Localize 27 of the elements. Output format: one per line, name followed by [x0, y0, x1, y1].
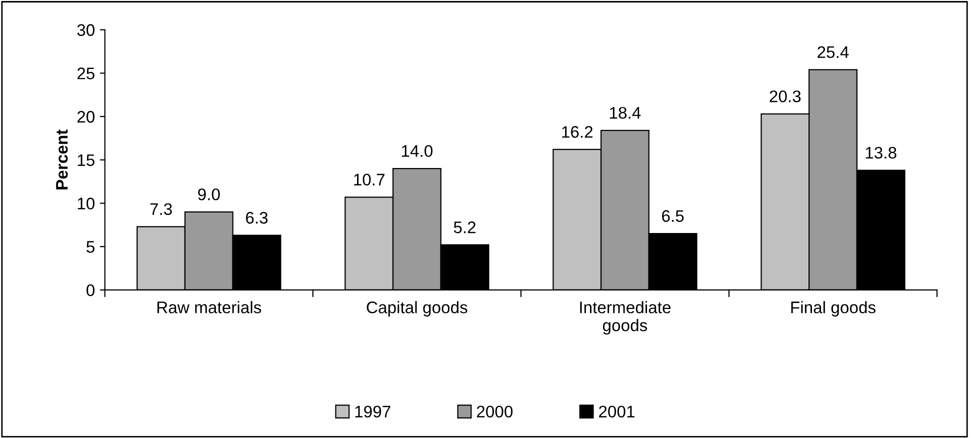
y-tick-label: 15: [78, 154, 94, 166]
y-tick-label: 30: [77, 24, 94, 36]
data-label: 18.4: [610, 106, 641, 119]
data-label: 6.5: [662, 210, 684, 222]
legend-label: 2000: [476, 406, 513, 418]
legend-label: 1997: [355, 406, 390, 418]
data-label: 5.2: [454, 221, 476, 234]
y-tick-label: 10: [78, 198, 94, 210]
x-tick-label: Raw materials: [157, 301, 262, 314]
data-label: 14.0: [402, 145, 432, 157]
x-tick-label: Final goods: [791, 301, 876, 317]
data-label: 6.3: [246, 212, 268, 224]
data-label: 9.0: [198, 188, 220, 200]
data-label: 13.8: [866, 146, 896, 159]
data-label: 16.2: [562, 126, 592, 138]
data-label: 10.7: [354, 174, 384, 186]
x-tick-label: Intermediate goods: [580, 301, 671, 335]
data-label: 7.3: [150, 203, 172, 216]
y-tick-label: 0: [86, 284, 94, 296]
data-label: 20.3: [770, 90, 801, 102]
y-tick-label: 20: [77, 110, 94, 123]
x-tick-label: Capital goods: [366, 301, 468, 317]
y-axis-title: Percent: [56, 130, 68, 190]
data-label: 25.4: [818, 46, 849, 58]
legend-label: 2001: [599, 406, 634, 418]
y-tick-label: 25: [77, 68, 94, 80]
y-tick-label: 5: [86, 241, 94, 253]
